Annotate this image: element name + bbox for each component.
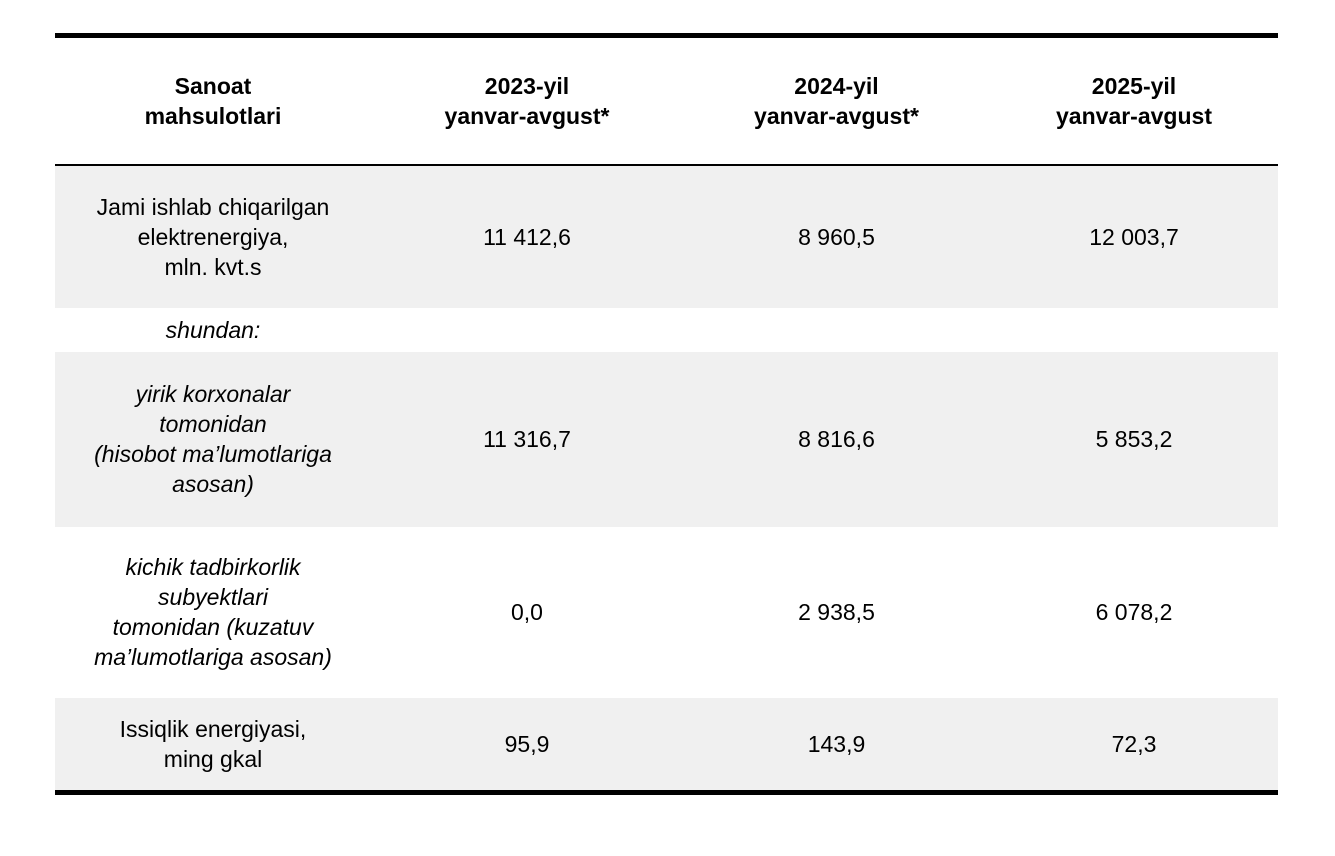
table-row-heat-energy: Issiqlik energiyasi, ming gkal 95,9 143,… (55, 697, 1278, 793)
table-row-electricity-total: Jami ishlab chiqarilgan elektrenergiya, … (55, 164, 1278, 308)
col-header-2024: 2024-yil yanvar-avgust* (754, 72, 919, 129)
table-header: Sanoat mahsulotlari 2023-yil yanvar-avgu… (55, 36, 1278, 165)
value-cell: 11 412,6 (483, 223, 571, 250)
value-cell: 2 938,5 (798, 599, 875, 625)
table-body: Jami ishlab chiqarilgan elektrenergiya, … (55, 164, 1278, 793)
value-cell (371, 308, 683, 352)
table-row-shundan: shundan: (55, 308, 1278, 352)
value-cell (990, 308, 1278, 352)
header-row: Sanoat mahsulotlari 2023-yil yanvar-avgu… (55, 36, 1278, 165)
value-cell: 72,3 (1111, 730, 1157, 757)
col-header-2023: 2023-yil yanvar-avgust* (444, 72, 610, 129)
value-cell (683, 308, 990, 352)
table-row-large-enterprises: yirik korxonalar tomonidan (hisobot ma’l… (55, 351, 1278, 527)
row-label: Issiqlik energiyasi, ming gkal (119, 715, 307, 772)
value-cell: 143,9 (807, 730, 866, 757)
value-cell: 12 003,7 (1089, 223, 1179, 250)
industrial-products-table: Sanoat mahsulotlari 2023-yil yanvar-avgu… (55, 33, 1278, 795)
value-cell: 95,9 (504, 730, 550, 757)
col-header-2025: 2025-yil yanvar-avgust (1056, 72, 1212, 129)
row-label: shundan: (165, 316, 261, 343)
value-cell: 11 316,7 (483, 426, 571, 452)
value-cell: 0,0 (511, 599, 543, 625)
col-header-products: Sanoat mahsulotlari (144, 72, 282, 129)
row-label: yirik korxonalar tomonidan (hisobot ma’l… (94, 381, 332, 497)
value-cell: 5 853,2 (1095, 426, 1173, 452)
value-cell: 6 078,2 (1095, 599, 1173, 625)
row-label: Jami ishlab chiqarilgan elektrenergiya, … (96, 193, 330, 280)
row-label: kichik tadbirkorlik subyektlari tomonida… (94, 554, 332, 670)
table-row-small-business: kichik tadbirkorlik subyektlari tomonida… (55, 527, 1278, 698)
value-cell: 8 816,6 (798, 426, 875, 452)
value-cell: 8 960,5 (798, 223, 875, 250)
